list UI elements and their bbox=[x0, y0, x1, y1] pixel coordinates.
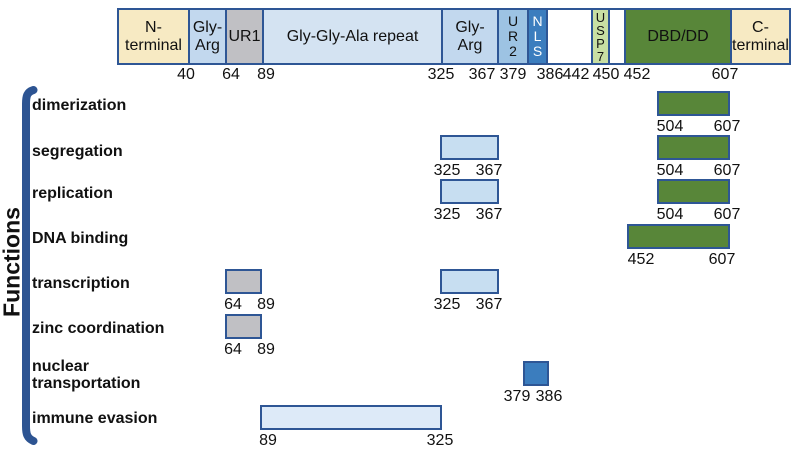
domain-n-terminal: N- terminal bbox=[119, 10, 188, 63]
function-label-segregation: segregation bbox=[32, 143, 123, 160]
function-label-zinc-coordination: zinc coordination bbox=[32, 320, 165, 337]
range-end-label: 607 bbox=[713, 206, 741, 223]
function-label-replication: replication bbox=[32, 185, 113, 202]
domain-ur1: UR1 bbox=[225, 10, 262, 63]
domain-gly-gly-ala-repeat: Gly-Gly-Ala repeat bbox=[262, 10, 441, 63]
range-start-label: 64 bbox=[224, 296, 242, 313]
residue-tick: 64 bbox=[222, 66, 240, 83]
function-label-immune-evasion: immune evasion bbox=[32, 410, 158, 427]
function-box bbox=[657, 91, 730, 116]
range-end-label: 367 bbox=[475, 162, 503, 179]
function-label-dna-binding: DNA binding bbox=[32, 230, 129, 247]
domain-gly-arg-1: Gly- Arg bbox=[188, 10, 225, 63]
domain-label: Gly-Gly-Ala repeat bbox=[286, 27, 419, 45]
range-start-label: 325 bbox=[433, 296, 461, 313]
domain-label: U R 2 bbox=[507, 13, 519, 59]
residue-tick: 40 bbox=[177, 66, 195, 83]
domain-label: U S P 7 bbox=[595, 9, 606, 64]
domain-ur2: U R 2 bbox=[497, 10, 527, 63]
function-box bbox=[657, 135, 730, 160]
domain-dbd-dd: DBD/DD bbox=[624, 10, 730, 63]
range-end-label: 89 bbox=[257, 296, 275, 313]
residue-tick: 442 bbox=[562, 66, 590, 83]
residue-tick: 386 bbox=[536, 66, 564, 83]
domain-usp7: U S P 7 bbox=[591, 10, 610, 63]
function-box bbox=[523, 361, 549, 386]
function-box bbox=[657, 179, 730, 204]
domain-label: Gly- Arg bbox=[192, 19, 223, 54]
range-start-label: 89 bbox=[259, 432, 277, 449]
domain-label: N L S bbox=[532, 13, 543, 59]
residue-tick: 367 bbox=[468, 66, 496, 83]
range-start-label: 504 bbox=[656, 206, 684, 223]
function-box bbox=[440, 135, 499, 160]
function-box bbox=[440, 269, 499, 294]
range-end-label: 386 bbox=[535, 388, 563, 405]
range-start-label: 325 bbox=[433, 206, 461, 223]
residue-tick: 450 bbox=[592, 66, 620, 83]
domain-gly-arg-2: Gly- Arg bbox=[441, 10, 497, 63]
function-box bbox=[225, 269, 262, 294]
functions-axis-label: Functions bbox=[0, 207, 25, 317]
range-end-label: 367 bbox=[475, 296, 503, 313]
range-start-label: 379 bbox=[503, 388, 531, 405]
function-box bbox=[225, 314, 262, 339]
domain-label: UR1 bbox=[228, 27, 261, 45]
range-end-label: 325 bbox=[426, 432, 454, 449]
function-box bbox=[627, 224, 730, 249]
residue-tick: 607 bbox=[711, 66, 739, 83]
range-end-label: 367 bbox=[475, 206, 503, 223]
range-start-label: 452 bbox=[627, 251, 655, 268]
residue-tick: 452 bbox=[623, 66, 651, 83]
range-start-label: 504 bbox=[656, 118, 684, 135]
domain-c-terminal: C- terminal bbox=[730, 10, 789, 63]
domain-label: Gly- Arg bbox=[455, 19, 485, 54]
residue-tick: 325 bbox=[427, 66, 455, 83]
range-end-label: 607 bbox=[713, 162, 741, 179]
residue-tick: 89 bbox=[257, 66, 275, 83]
function-label-dimerization: dimerization bbox=[32, 97, 127, 114]
residue-tick: 379 bbox=[499, 66, 527, 83]
domain-bar: N- terminal Gly- Arg UR1 Gly-Gly-Ala rep… bbox=[117, 8, 791, 65]
function-box bbox=[260, 405, 442, 430]
range-start-label: 325 bbox=[433, 162, 461, 179]
range-start-label: 504 bbox=[656, 162, 684, 179]
domain-nls: N L S bbox=[527, 10, 548, 63]
range-end-label: 607 bbox=[708, 251, 736, 268]
function-label-transcription: transcription bbox=[32, 275, 130, 292]
range-end-label: 607 bbox=[713, 118, 741, 135]
function-box bbox=[440, 179, 499, 204]
range-end-label: 89 bbox=[257, 341, 275, 358]
domain-label: N- terminal bbox=[125, 19, 182, 54]
function-label-nuclear-transportation: nuclear transportation bbox=[32, 358, 141, 393]
domain-label: DBD/DD bbox=[647, 27, 709, 45]
domain-label: C- terminal bbox=[732, 19, 789, 54]
range-start-label: 64 bbox=[224, 341, 242, 358]
